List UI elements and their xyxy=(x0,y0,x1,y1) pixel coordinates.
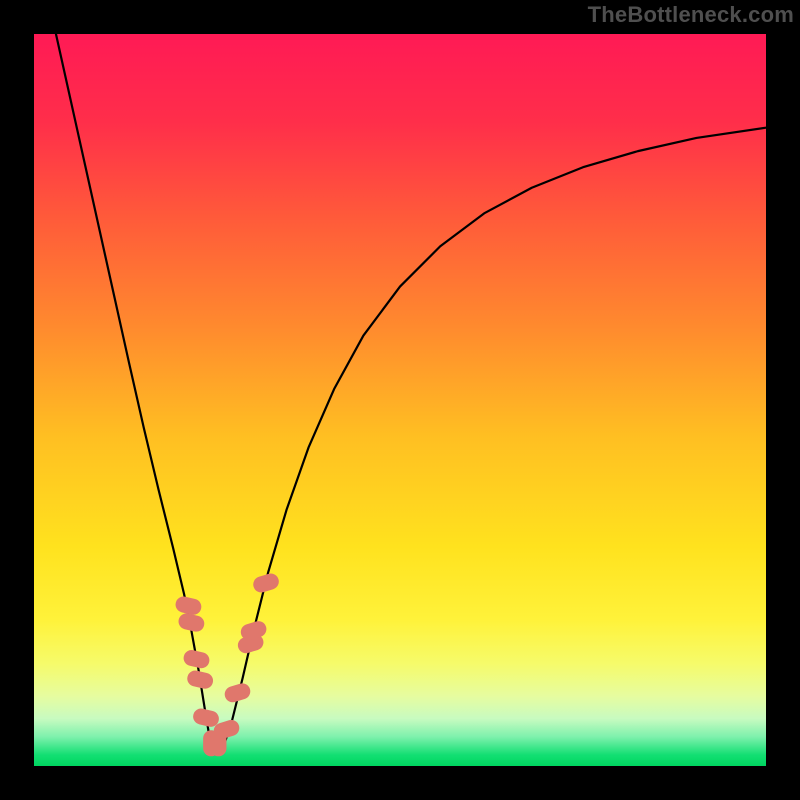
watermark-text: TheBottleneck.com xyxy=(588,2,794,28)
gradient-background xyxy=(34,34,766,766)
figure-root: TheBottleneck.com xyxy=(0,0,800,800)
plot-svg xyxy=(34,34,766,766)
plot-area xyxy=(34,34,766,766)
